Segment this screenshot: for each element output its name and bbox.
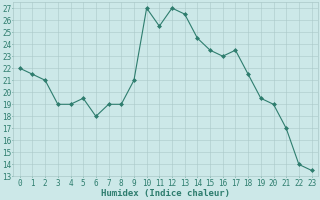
- X-axis label: Humidex (Indice chaleur): Humidex (Indice chaleur): [101, 189, 230, 198]
